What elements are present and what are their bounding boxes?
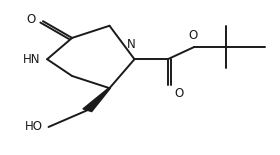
Polygon shape [83,88,110,112]
Text: O: O [27,13,36,26]
Text: N: N [127,38,136,51]
Text: HN: HN [23,53,40,66]
Text: O: O [188,29,197,42]
Text: HO: HO [25,120,43,133]
Text: O: O [175,87,184,100]
